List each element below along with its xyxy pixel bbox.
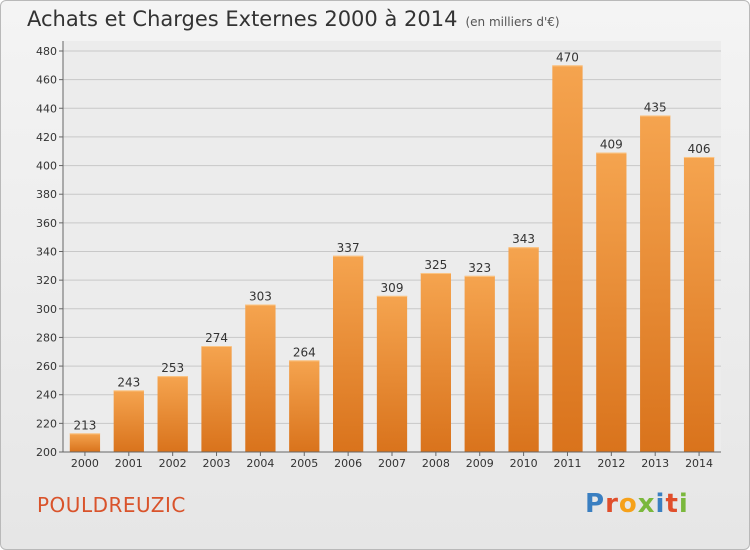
y-tick-label: 240: [36, 389, 57, 402]
x-tick-label: 2006: [334, 457, 362, 470]
y-tick-label: 220: [36, 417, 57, 430]
bar-2013: [640, 115, 671, 453]
y-tick-label: 420: [36, 131, 57, 144]
value-label: 325: [424, 258, 447, 272]
bar-2001: [113, 390, 144, 452]
y-tick-label: 360: [36, 217, 57, 230]
y-tick-label: 440: [36, 102, 57, 115]
bar-2006: [332, 255, 364, 452]
value-label: 243: [117, 375, 140, 389]
y-tick-label: 320: [36, 274, 57, 287]
x-tick-label: 2005: [290, 457, 318, 470]
y-tick-label: 260: [36, 360, 57, 373]
value-label: 309: [381, 281, 404, 295]
y-tick-label: 200: [36, 446, 57, 459]
x-tick-label: 2011: [553, 457, 581, 470]
value-label: 303: [249, 289, 272, 303]
x-tick-label: 2007: [378, 457, 406, 470]
bar-2003: [201, 346, 232, 452]
bar-2004: [245, 304, 276, 452]
value-label: 274: [205, 331, 228, 345]
bar-2007: [376, 295, 408, 452]
value-label: 343: [512, 232, 535, 246]
chart-title-text: Achats et Charges Externes 2000 à 2014: [27, 7, 458, 31]
value-labels: 213 243 253 274 303 264 337 309 325 323 343 470 409 4…: [73, 50, 710, 432]
logo-letter: t: [665, 489, 679, 519]
x-tick-label: 2004: [246, 457, 274, 470]
bar-2011: [552, 65, 583, 453]
proxiti-logo: Proxiti: [585, 489, 689, 519]
bar-2008: [420, 272, 452, 452]
value-label: 406: [688, 142, 711, 156]
y-tick-label: 280: [36, 331, 57, 344]
unit-label: (en milliers d'€): [465, 15, 560, 29]
chart-title: Achats et Charges Externes 2000 à 2014 (e…: [27, 7, 560, 31]
value-label: 337: [337, 241, 360, 255]
value-label: 213: [73, 418, 96, 432]
x-tick-label: 2001: [115, 457, 143, 470]
bar-2002: [157, 376, 188, 452]
logo-letter: P: [585, 489, 606, 519]
value-label: 253: [161, 361, 184, 375]
x-tick-label: 2010: [510, 457, 538, 470]
x-tick-label: 2012: [597, 457, 625, 470]
y-tick-label: 400: [36, 160, 57, 173]
value-label: 264: [293, 345, 316, 359]
value-label: 409: [600, 138, 623, 152]
bar-2012: [596, 152, 627, 453]
x-tick-label: 2013: [641, 457, 669, 470]
y-tick-label: 300: [36, 303, 57, 316]
bars: [69, 65, 715, 453]
logo-letter: x: [637, 489, 656, 519]
x-tick-label: 2000: [71, 457, 99, 470]
bar-2000: [69, 433, 101, 452]
bar-2009: [464, 275, 495, 452]
x-tick-label: 2009: [466, 457, 494, 470]
commune-name: POULDREUZIC: [37, 493, 186, 517]
logo-letter: r: [605, 489, 619, 519]
axes: 200 220 240 260 280 300 320 340 360 380 400 420 440 4…: [36, 41, 721, 470]
y-tick-label: 380: [36, 188, 57, 201]
logo-letter: i: [678, 489, 689, 519]
logo-letter: i: [655, 489, 666, 519]
value-label: 470: [556, 50, 579, 64]
x-tick-label: 2008: [422, 457, 450, 470]
logo-letter: o: [618, 489, 638, 519]
x-tick-label: 2014: [685, 457, 713, 470]
value-label: 435: [644, 100, 667, 114]
bar-2010: [508, 247, 539, 452]
x-tick-label: 2002: [159, 457, 187, 470]
y-tick-label: 340: [36, 246, 57, 259]
x-tick-label: 2003: [203, 457, 231, 470]
y-tick-label: 480: [36, 45, 57, 58]
y-tick-label: 460: [36, 74, 57, 87]
bar-2014: [683, 156, 715, 452]
value-label: 323: [468, 261, 491, 275]
bar-2005: [289, 360, 320, 452]
